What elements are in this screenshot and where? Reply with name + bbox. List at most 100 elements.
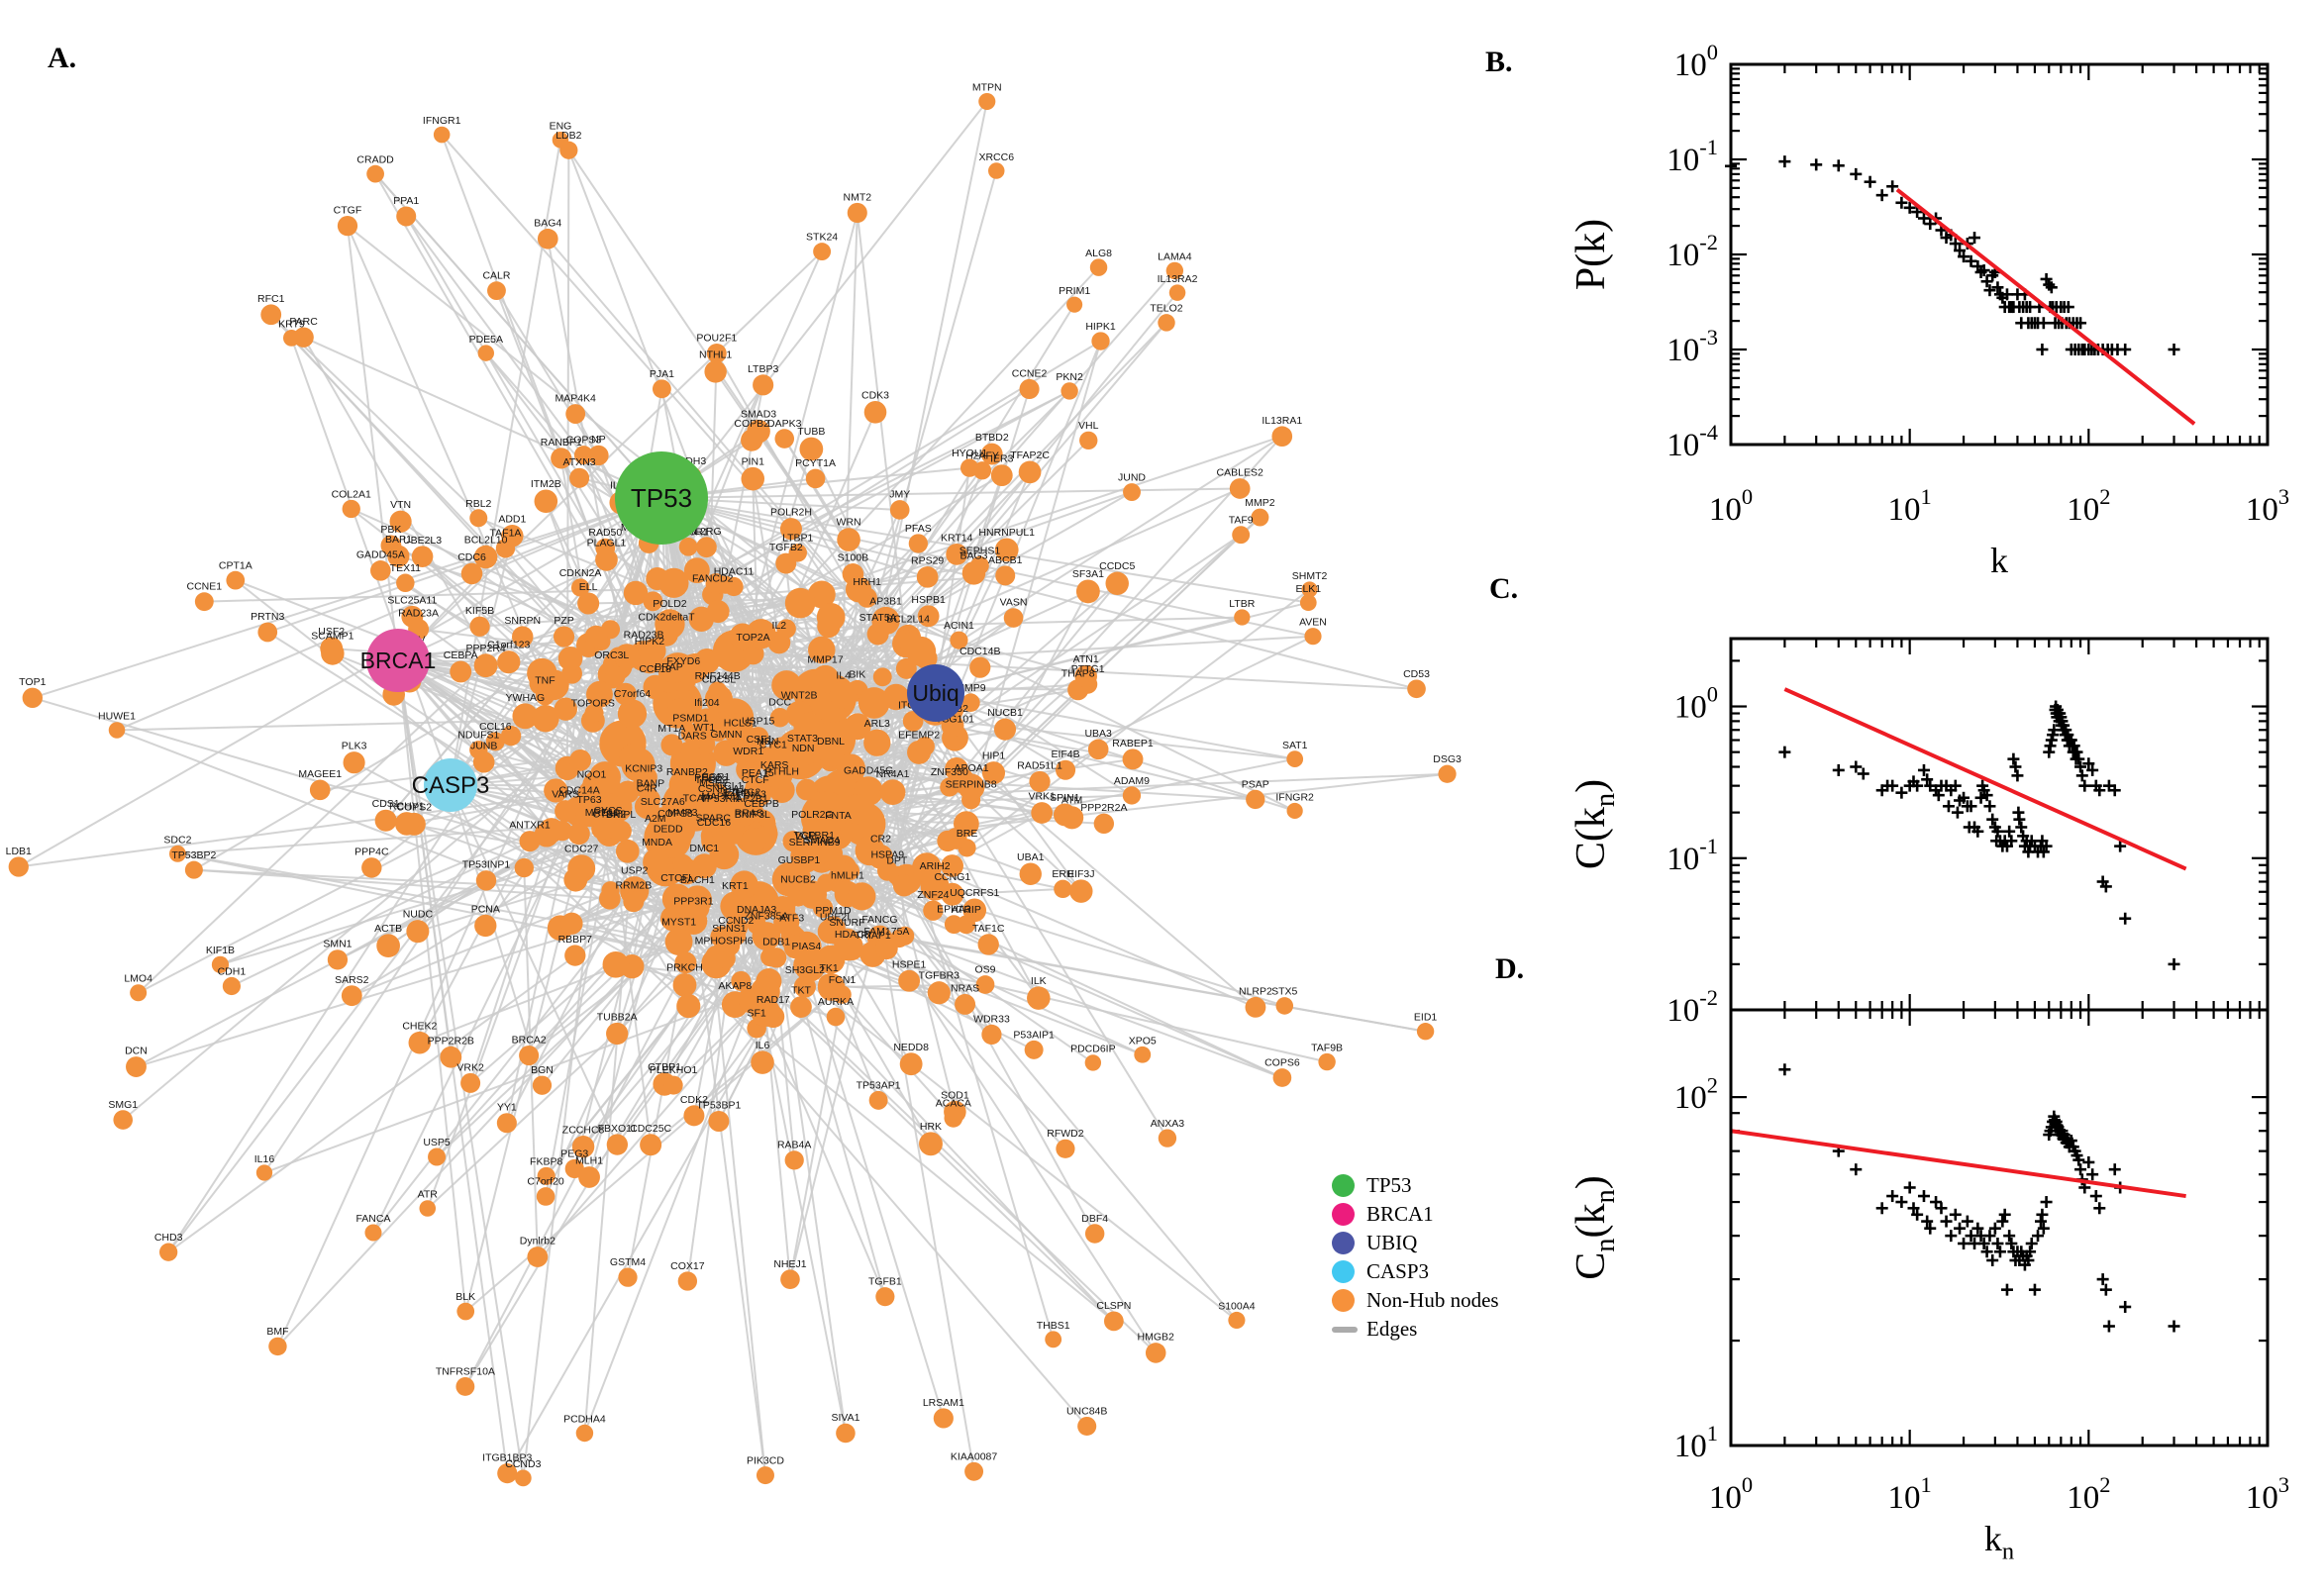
network-node <box>1228 1311 1246 1330</box>
network-node <box>1053 803 1076 827</box>
fit-line <box>1730 1129 2186 1199</box>
y-axis-title: Cn(kn) <box>1568 1175 1621 1280</box>
network-node <box>962 898 987 923</box>
network-node <box>923 900 944 921</box>
plot-frame <box>1729 62 2270 447</box>
network-node <box>578 1166 600 1188</box>
network-node <box>226 570 246 590</box>
axis-tick-label: 102 <box>1674 1072 1718 1116</box>
network-node <box>1275 997 1294 1015</box>
network-node <box>374 809 397 832</box>
network-edge <box>354 761 576 881</box>
network-edge <box>347 225 544 674</box>
network-node <box>130 984 148 1002</box>
x-axis-title: k <box>1990 541 2008 580</box>
network-node <box>113 1110 134 1130</box>
axis-tick-label: 103 <box>2246 1472 2289 1516</box>
network-node <box>555 800 577 823</box>
network-node <box>341 985 362 1007</box>
network-node <box>327 949 349 970</box>
network-node <box>652 379 671 399</box>
network-node <box>194 592 214 612</box>
network-node <box>606 1134 629 1155</box>
network-node <box>571 1135 595 1158</box>
network-node <box>993 718 1017 741</box>
network-edge <box>574 878 1115 1323</box>
network-node <box>919 1132 943 1156</box>
network-node <box>1168 284 1186 301</box>
network-node <box>1089 258 1108 276</box>
network-node <box>1301 581 1318 598</box>
network-node <box>588 445 609 466</box>
network-node <box>497 650 521 674</box>
network-node <box>977 934 999 955</box>
network-node <box>863 729 891 756</box>
network-node <box>108 722 126 739</box>
network-node <box>411 546 434 567</box>
network-edge <box>652 390 1070 603</box>
network-node <box>366 164 384 183</box>
plot-b: 100 10-1 10-2 10-3 10-4 100 101 102 103 k P(k) <box>1568 40 2289 580</box>
network-edge <box>494 741 583 869</box>
axis-tick-label: 10-2 <box>1666 985 1718 1029</box>
network-node <box>573 446 593 465</box>
panel-b-label: B. <box>1485 46 1513 78</box>
network-node <box>158 1243 178 1261</box>
network-node <box>469 741 488 759</box>
network-node <box>396 573 415 593</box>
network-node <box>1232 526 1251 545</box>
network-node <box>428 1147 447 1166</box>
network-node <box>678 537 698 556</box>
network-node <box>1066 296 1083 313</box>
axis-tick-label: 101 <box>1888 484 1932 528</box>
network-node <box>610 820 632 843</box>
network-node <box>1134 1046 1152 1063</box>
network-edge <box>559 927 832 989</box>
network-node <box>908 534 928 553</box>
network-node <box>455 1377 475 1396</box>
network-node <box>837 528 860 551</box>
network-node <box>460 562 483 585</box>
legend-item-label: Edges <box>1366 1317 1418 1341</box>
axis-ticks <box>1729 639 2270 1012</box>
network-node <box>376 934 400 958</box>
network-node <box>387 545 410 567</box>
network-node <box>487 281 506 301</box>
network-node <box>1019 862 1042 885</box>
network-node <box>260 304 282 326</box>
network-edge <box>891 474 1003 793</box>
network-node <box>361 857 382 878</box>
network-node <box>826 1007 846 1027</box>
network-node <box>606 1022 629 1046</box>
scatter-points <box>1778 1063 2180 1333</box>
plot-c: 100 10-1 10-2 C(kn) <box>1568 637 2270 1029</box>
legend-item-tp53: TP53 <box>1332 1171 1499 1200</box>
network-node <box>708 681 728 701</box>
legend-item-label: CASP3 <box>1366 1259 1430 1283</box>
network-node <box>955 993 976 1015</box>
plot-d: 102 101 100 101 102 103 kn Cn(kn) <box>1568 1008 2289 1565</box>
network-node <box>899 1052 923 1076</box>
network-node <box>473 545 498 569</box>
network-node <box>497 1463 518 1484</box>
network-node <box>1122 748 1144 770</box>
network-node <box>829 681 858 709</box>
network-node <box>879 779 906 806</box>
network-edge <box>660 487 1241 499</box>
fit-line <box>1783 687 2187 871</box>
network-node <box>211 955 230 973</box>
network-node <box>1091 332 1110 350</box>
axis-tick-label: 10-3 <box>1666 325 1718 368</box>
network-node <box>1407 679 1426 699</box>
network-edge <box>633 900 1088 1428</box>
network-edge <box>397 250 823 661</box>
network-node <box>871 606 900 636</box>
network-node <box>683 1105 705 1127</box>
network-node <box>774 429 795 449</box>
network-node <box>995 565 1016 586</box>
network-node <box>836 1423 856 1444</box>
network-node <box>577 592 600 615</box>
network-node <box>1056 759 1076 780</box>
network-node <box>8 856 29 877</box>
